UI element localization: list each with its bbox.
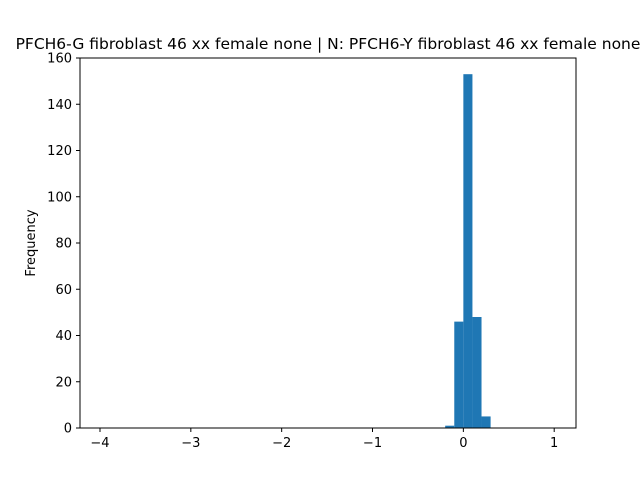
y-tick-label-0: 0 (64, 422, 72, 437)
y-tick-label-1: 20 (55, 375, 72, 390)
chart-title: PFCH6-G fibroblast 46 xx female none | N… (16, 35, 640, 53)
x-tick-label-0: −4 (90, 436, 109, 451)
y-tick-label-5: 100 (47, 190, 72, 205)
x-tick-label-3: −1 (363, 436, 382, 451)
y-tick-label-8: 160 (47, 52, 72, 67)
histogram-bar-4 (481, 416, 491, 428)
x-tick-label-5: 1 (550, 436, 558, 451)
y-tick-label-4: 80 (55, 237, 72, 252)
x-tick-label-4: 0 (459, 436, 467, 451)
y-tick-label-2: 40 (55, 329, 72, 344)
y-axis: 0 20 40 60 80 100 120 140 160 (47, 52, 80, 437)
y-tick-label-7: 140 (47, 98, 72, 113)
x-tick-label-2: −2 (272, 436, 291, 451)
histogram-bar-1 (454, 321, 464, 428)
y-tick-label-6: 120 (47, 144, 72, 159)
histogram-bar-3 (472, 317, 482, 428)
plot-frame (79, 57, 577, 429)
bars-group (445, 74, 491, 428)
x-tick-label-1: −3 (181, 436, 200, 451)
histogram-bar-2 (463, 74, 473, 428)
histogram-bar-0 (445, 425, 455, 428)
y-tick-label-3: 60 (55, 283, 72, 298)
x-axis: −4 −3 −2 −1 0 1 (90, 428, 558, 451)
y-axis-label: Frequency (24, 209, 39, 276)
